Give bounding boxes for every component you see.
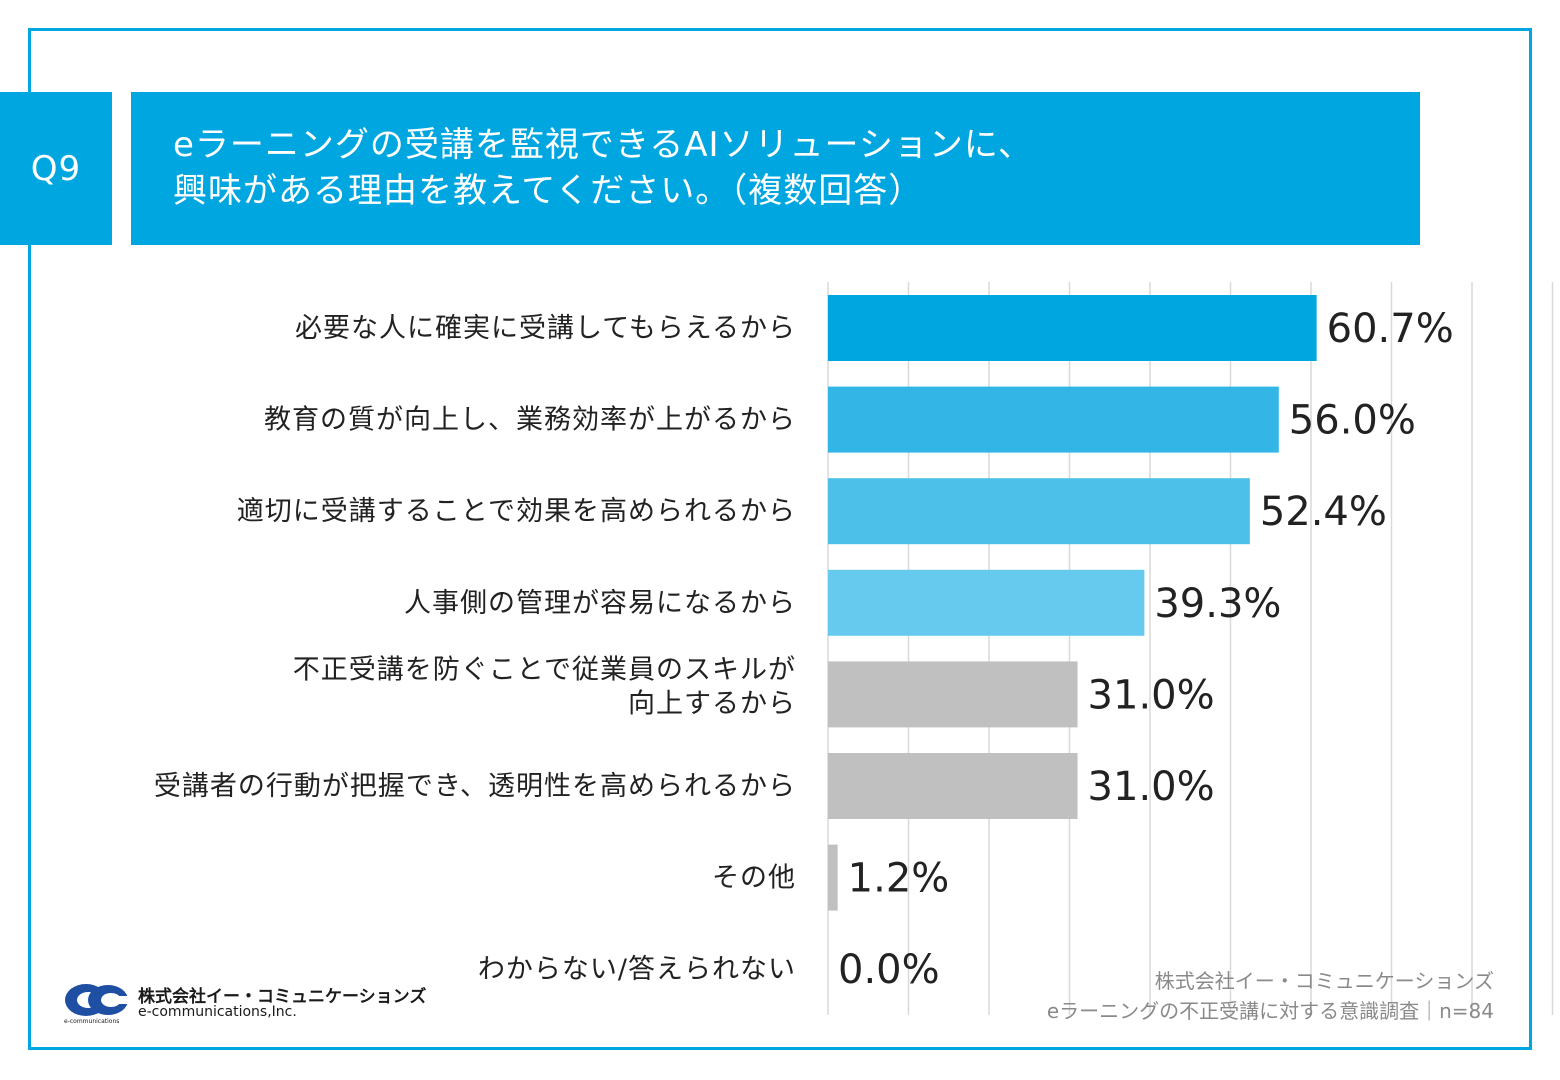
category-label-2: 適切に受講することで効果を高められるから: [237, 496, 796, 527]
category-label-0: 必要な人に確実に受講してもらえるから: [295, 313, 796, 344]
value-label-0: 60.7%: [1327, 306, 1454, 352]
value-label-5: 31.0%: [1088, 764, 1215, 810]
title-line-1: eラーニングの受講を監視できるAIソリューションに、: [173, 125, 1033, 165]
company-logo: 株式会社イー・コミュニケーションズ e-communications,Inc. …: [64, 980, 427, 1026]
bar-5: [828, 753, 1078, 819]
title-line-2: 興味がある理由を教えてください。（複数回答）: [173, 171, 924, 211]
category-label-1: 教育の質が向上し、業務効率が上がるから: [264, 405, 796, 436]
question-number-badge: Q9: [0, 92, 112, 245]
category-label-3: 人事側の管理が容易になるから: [404, 588, 796, 619]
value-label-6: 1.2%: [848, 856, 950, 902]
value-label-2: 52.4%: [1260, 489, 1387, 535]
value-label-4: 31.0%: [1088, 672, 1215, 718]
logo-tagline: e-communications: [64, 1018, 120, 1025]
bar-0: [828, 295, 1317, 361]
value-label-3: 39.3%: [1154, 581, 1281, 627]
value-label-7: 0.0%: [838, 947, 940, 993]
source-company: 株式会社イー・コミュニケーションズ: [1154, 969, 1494, 993]
bar-2: [828, 478, 1250, 545]
bar-4: [828, 661, 1078, 728]
outer-frame: [28, 28, 1532, 1050]
category-label-7: わからない/答えられない: [478, 954, 796, 985]
title-bar: eラーニングの受講を監視できるAIソリューションに、 興味がある理由を教えてくだ…: [131, 92, 1420, 245]
bar-1: [828, 386, 1279, 453]
category-labels: 必要な人に確実に受講してもらえるから教育の質が向上し、業務効率が上がるから適切に…: [154, 313, 796, 985]
category-label-5: 受講者の行動が把握でき、透明性を高められるから: [154, 771, 796, 802]
category-label-4-0: 不正受講を防ぐことで従業員のスキルが: [293, 654, 796, 685]
value-labels: 60.7% 56.0% 52.4% 39.3% 31.0% 31.0% 1.2% 0.0%: [838, 306, 1454, 993]
value-label-1: 56.0%: [1289, 398, 1416, 444]
category-label-6: その他: [712, 863, 796, 894]
logo-company-en: e-communications,Inc.: [138, 1004, 297, 1020]
bars: [828, 295, 1317, 911]
logo-mark-icon: [65, 984, 134, 1016]
source-note: 株式会社イー・コミュニケーションズ eラーニングの不正受講に対する意識調査｜n=…: [1047, 966, 1494, 1026]
category-label-4-1: 向上するから: [628, 688, 796, 719]
logo-company-jp: 株式会社イー・コミュニケーションズ: [138, 987, 427, 1007]
source-survey: eラーニングの不正受講に対する意識調査｜n=84: [1046, 999, 1494, 1023]
bar-3: [828, 569, 1145, 636]
bar-6: [828, 844, 838, 911]
